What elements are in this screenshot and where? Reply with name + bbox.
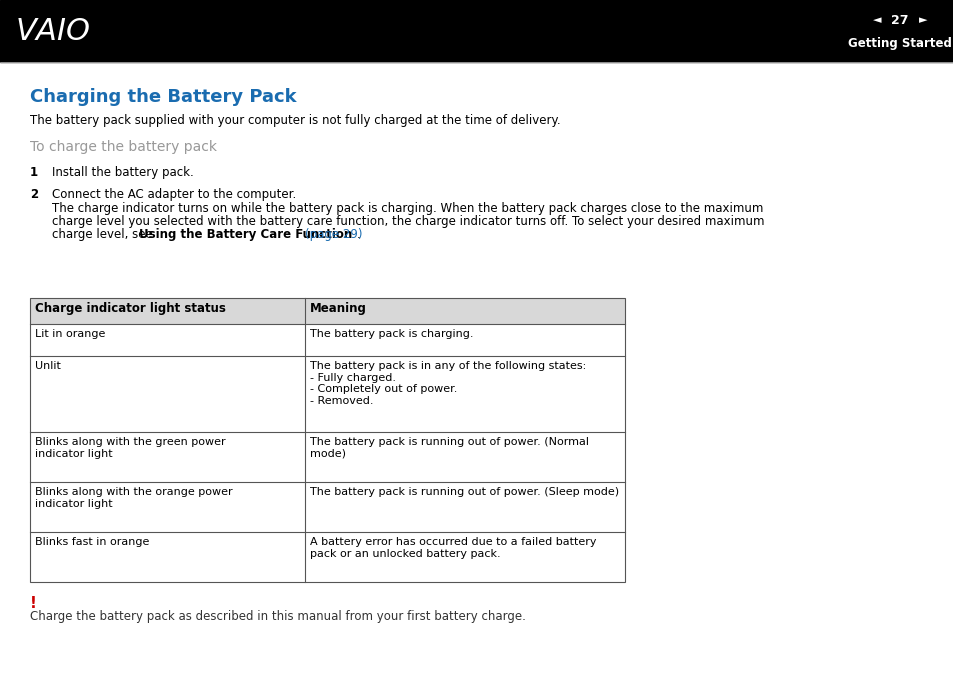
Text: Connect the AC adapter to the computer.: Connect the AC adapter to the computer. (52, 188, 296, 201)
Bar (30, 298, 624, 582)
Text: Charge the battery pack as described in this manual from your first battery char: Charge the battery pack as described in … (30, 610, 525, 623)
Text: The battery pack is running out of power. (Normal
mode): The battery pack is running out of power… (310, 437, 588, 458)
Text: Install the battery pack.: Install the battery pack. (52, 166, 193, 179)
Text: Using the Battery Care Function: Using the Battery Care Function (139, 228, 352, 241)
Text: Getting Started: Getting Started (847, 38, 951, 51)
Text: To charge the battery pack: To charge the battery pack (30, 140, 216, 154)
Text: 27: 27 (890, 13, 908, 26)
Bar (0, 0, 953, 62)
Text: 1: 1 (30, 166, 38, 179)
Text: Unlit: Unlit (35, 361, 61, 371)
Text: .: . (356, 228, 360, 241)
Text: Lit in orange: Lit in orange (35, 329, 105, 339)
Text: The battery pack supplied with your computer is not fully charged at the time of: The battery pack supplied with your comp… (30, 114, 560, 127)
Text: (page 29): (page 29) (305, 228, 362, 241)
Text: The battery pack is charging.: The battery pack is charging. (310, 329, 473, 339)
Text: !: ! (30, 596, 37, 611)
Text: Meaning: Meaning (310, 302, 367, 315)
Text: The battery pack is in any of the following states:
- Fully charged.
- Completel: The battery pack is in any of the follow… (310, 361, 586, 406)
Text: Blinks along with the green power
indicator light: Blinks along with the green power indica… (35, 437, 226, 458)
Text: 2: 2 (30, 188, 38, 201)
Text: ◄: ◄ (872, 15, 881, 25)
Bar (30, 298, 624, 324)
Text: Blinks fast in orange: Blinks fast in orange (35, 537, 150, 547)
Text: The battery pack is running out of power. (Sleep mode): The battery pack is running out of power… (310, 487, 618, 497)
Text: $\mathbf{\mathit{VAIO}}$: $\mathbf{\mathit{VAIO}}$ (15, 16, 91, 46)
Text: Blinks along with the orange power
indicator light: Blinks along with the orange power indic… (35, 487, 233, 509)
Text: The charge indicator turns on while the battery pack is charging. When the batte: The charge indicator turns on while the … (52, 202, 762, 215)
Text: ►: ► (918, 15, 926, 25)
Text: charge level, see: charge level, see (52, 228, 156, 241)
Text: charge level you selected with the battery care function, the charge indicator t: charge level you selected with the batte… (52, 215, 763, 228)
Text: A battery error has occurred due to a failed battery
pack or an unlocked battery: A battery error has occurred due to a fa… (310, 537, 596, 559)
Text: Charging the Battery Pack: Charging the Battery Pack (30, 88, 296, 106)
Text: Charge indicator light status: Charge indicator light status (35, 302, 226, 315)
